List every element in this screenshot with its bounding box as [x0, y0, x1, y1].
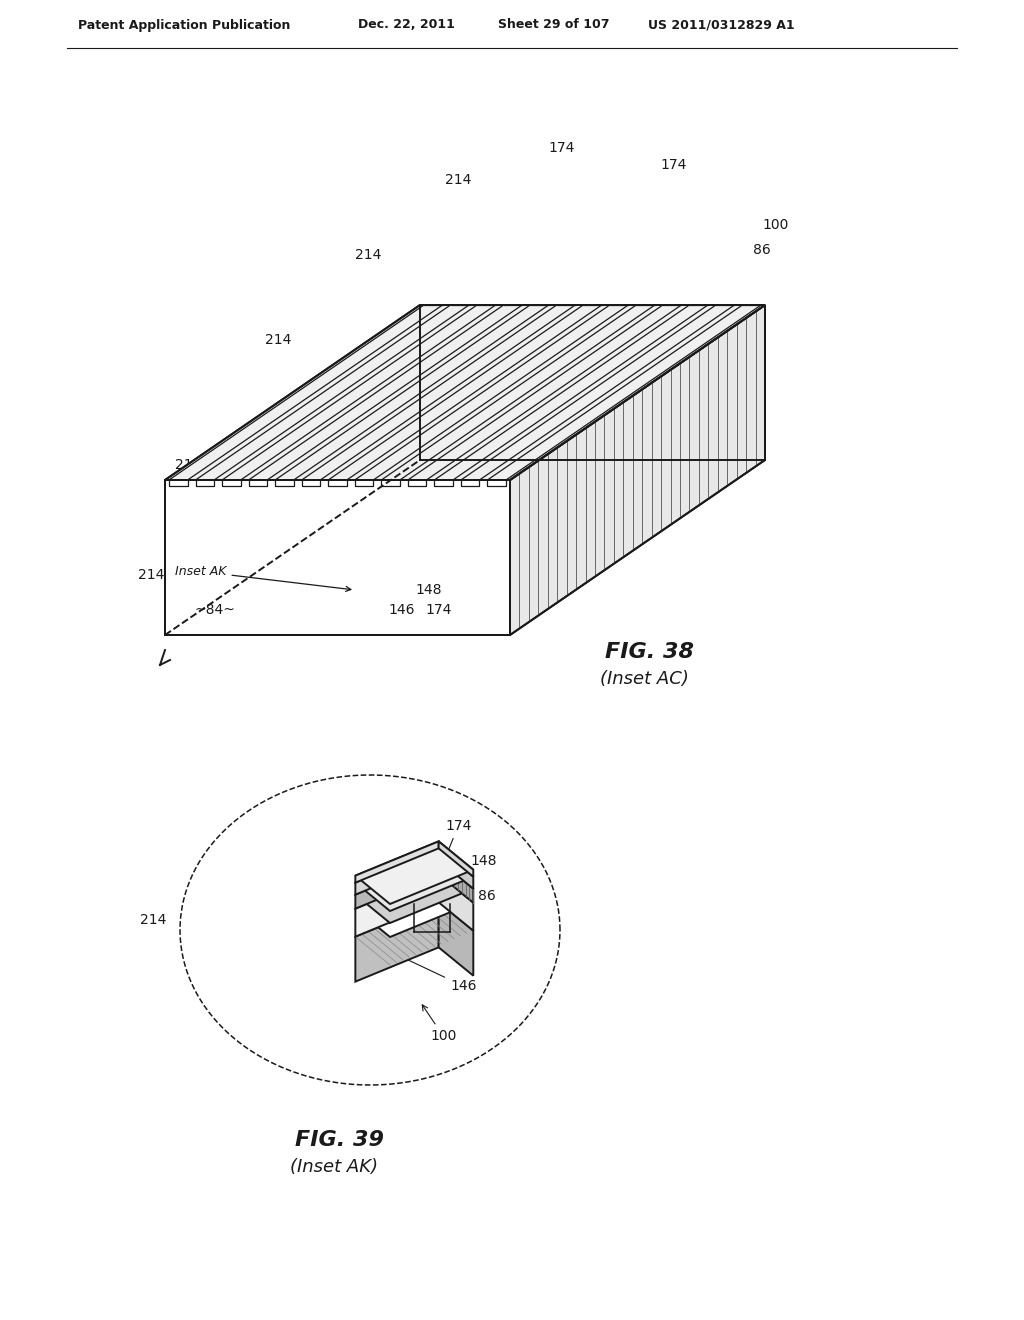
Polygon shape — [438, 849, 473, 888]
Polygon shape — [355, 903, 438, 982]
Text: 148: 148 — [460, 854, 497, 888]
Text: ~84~: ~84~ — [195, 603, 236, 616]
Text: 214: 214 — [175, 458, 202, 473]
Text: Dec. 22, 2011: Dec. 22, 2011 — [358, 18, 455, 32]
Text: 214: 214 — [138, 568, 165, 582]
Text: 86: 86 — [753, 243, 771, 257]
Text: (Inset AC): (Inset AC) — [600, 671, 689, 688]
Polygon shape — [438, 861, 473, 903]
Text: 146: 146 — [388, 603, 415, 616]
Text: 174: 174 — [548, 141, 574, 154]
Text: Patent Application Publication: Patent Application Publication — [78, 18, 291, 32]
Polygon shape — [355, 903, 473, 965]
Polygon shape — [438, 874, 473, 931]
Text: 100: 100 — [762, 218, 788, 232]
Polygon shape — [355, 841, 473, 904]
Polygon shape — [355, 841, 438, 883]
Text: 214: 214 — [265, 333, 292, 347]
Text: 174: 174 — [660, 158, 686, 172]
Text: US 2011/0312829 A1: US 2011/0312829 A1 — [648, 18, 795, 32]
Text: 174: 174 — [425, 603, 452, 616]
Text: FIG. 39: FIG. 39 — [295, 1130, 384, 1150]
Polygon shape — [355, 874, 438, 937]
Text: Inset AK: Inset AK — [175, 565, 351, 591]
Text: Sheet 29 of 107: Sheet 29 of 107 — [498, 18, 609, 32]
Polygon shape — [355, 849, 473, 911]
Polygon shape — [165, 480, 510, 635]
Polygon shape — [165, 305, 765, 480]
Polygon shape — [438, 903, 473, 975]
Polygon shape — [510, 305, 765, 635]
Text: 160: 160 — [700, 304, 726, 317]
Text: 148: 148 — [415, 583, 441, 597]
Text: (Inset AK): (Inset AK) — [290, 1158, 378, 1176]
Polygon shape — [355, 861, 438, 908]
Polygon shape — [355, 861, 473, 923]
Text: 174: 174 — [439, 818, 471, 871]
Text: 214: 214 — [445, 173, 471, 187]
Text: 214: 214 — [355, 248, 381, 261]
Text: 146: 146 — [366, 940, 476, 993]
Polygon shape — [355, 849, 438, 895]
Polygon shape — [355, 874, 473, 937]
Text: FIG. 38: FIG. 38 — [605, 642, 694, 663]
Polygon shape — [438, 841, 473, 876]
Text: 214: 214 — [140, 913, 166, 927]
Text: 100: 100 — [422, 1005, 457, 1043]
Text: 86: 86 — [466, 888, 496, 903]
